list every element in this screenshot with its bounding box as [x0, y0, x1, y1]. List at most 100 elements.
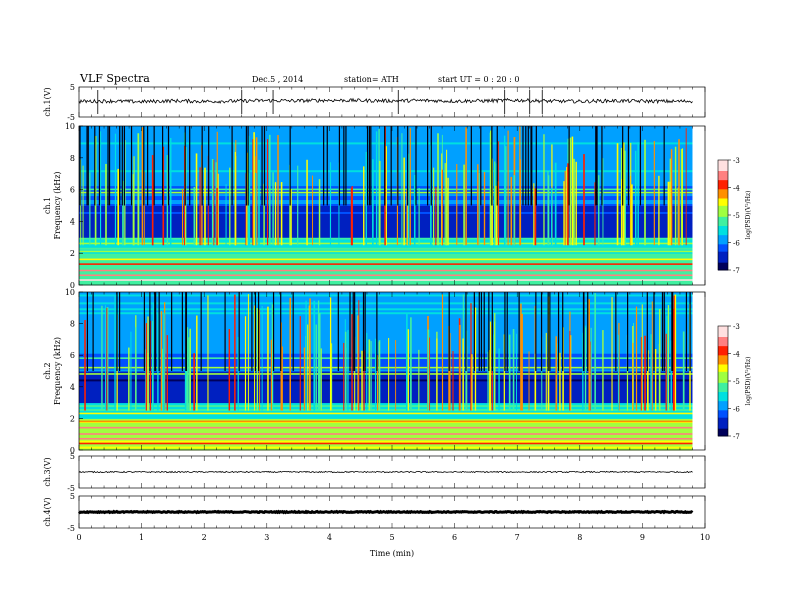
sferic: [358, 300, 360, 411]
spectrogram-row: [79, 341, 693, 344]
spectrogram-row: [79, 363, 693, 366]
heatmap-layer: [79, 126, 693, 451]
timeseries-layer: [77, 90, 694, 515]
sferic-dark: [527, 126, 529, 206]
spectrogram-row: [79, 305, 693, 309]
colorbar-tick-label: -7: [733, 267, 740, 275]
spectrogram-row: [79, 398, 693, 402]
spectrogram-row: [79, 371, 693, 374]
sferic-dark: [143, 292, 146, 371]
colorbar-cell: [718, 340, 728, 343]
sferic: [503, 135, 506, 246]
spectrogram-row: [79, 400, 693, 404]
sferic: [100, 131, 102, 246]
sferic-dark: [470, 126, 472, 206]
colorbar-cell: [718, 423, 728, 426]
sferic-dark: [116, 292, 118, 371]
colorbar-cell: [718, 196, 728, 199]
colorbar-cell: [718, 240, 728, 243]
sferic: [207, 295, 209, 411]
colorbar-cell: [718, 242, 728, 245]
sferic: [647, 350, 649, 411]
sferic-dark: [224, 292, 226, 371]
sferic: [82, 165, 84, 246]
sferic-dark: [337, 292, 339, 371]
sferic: [163, 312, 165, 411]
sferic: [271, 304, 274, 411]
colorbar-cell: [718, 349, 728, 353]
sferic: [407, 329, 409, 411]
spectrogram-row: [79, 374, 693, 378]
sferic: [166, 155, 168, 246]
frequency-axis-label: Frequency (kHz): [53, 171, 62, 239]
sferic-dark: [622, 126, 624, 206]
spectrogram-row: [79, 436, 693, 439]
sferic-dark: [689, 292, 691, 371]
sferic: [272, 172, 274, 246]
x-tick-label: 0: [76, 533, 81, 542]
sferic-dark: [478, 292, 480, 371]
sferic: [378, 128, 380, 246]
spectrogram-row: [79, 299, 693, 303]
colorbar-cell: [718, 233, 728, 236]
sferic: [543, 134, 545, 246]
colorbar-cell: [718, 415, 728, 419]
sferic: [658, 309, 661, 411]
colorbar-cell: [718, 187, 728, 190]
sferic: [635, 306, 638, 411]
spectrogram-row: [79, 347, 693, 350]
sferic: [665, 333, 667, 411]
sferic-dark: [79, 126, 81, 206]
sferic-dark: [430, 126, 432, 206]
sferic: [363, 166, 365, 246]
sferic-dark: [251, 292, 253, 371]
y-tick-label: 8: [70, 320, 75, 329]
sferic: [569, 331, 571, 411]
sferic: [281, 346, 283, 411]
colorbar-tick-label: -6: [733, 240, 740, 248]
y-tick-label: -5: [67, 113, 75, 122]
spectrogram-row: [79, 273, 693, 276]
colorbar-cell: [718, 392, 728, 395]
sferic-dark: [615, 292, 617, 371]
y-tick-label: 0: [70, 281, 75, 290]
frequency-axis-label: Frequency (kHz): [53, 337, 62, 405]
sferic: [280, 182, 283, 246]
sferic-dark: [480, 126, 482, 206]
colorbar-cell: [718, 216, 728, 220]
sferic-dark: [465, 292, 467, 371]
sferic: [463, 164, 465, 246]
colorbar-cell: [718, 401, 728, 404]
spectrogram-row: [79, 281, 693, 284]
spectrogram-row: [79, 303, 693, 307]
sferic-dark: [323, 126, 325, 206]
emission-line: [79, 263, 693, 265]
sferic-dark: [158, 292, 160, 371]
sferic: [368, 339, 371, 411]
sferic: [350, 187, 353, 246]
sferic: [80, 159, 82, 246]
sferic: [147, 316, 149, 411]
colorbar-cell: [718, 393, 728, 397]
sferic-dark: [171, 292, 173, 371]
sferic-dark: [535, 292, 537, 371]
sferic: [666, 315, 668, 411]
sferic: [520, 303, 522, 411]
sferic: [489, 349, 491, 411]
sferic: [274, 182, 277, 246]
colorbar-cell: [718, 189, 728, 192]
sferic: [385, 146, 387, 246]
sferic: [406, 313, 408, 411]
spectrogram-row: [79, 414, 693, 417]
sferic: [363, 350, 365, 411]
emission-line: [79, 269, 693, 272]
sferic: [590, 327, 592, 411]
spectrogram-row: [79, 396, 693, 400]
colorbar-cell: [718, 357, 728, 360]
sferic: [448, 333, 451, 411]
sferic: [143, 171, 145, 246]
y-tick-label: 5: [70, 83, 75, 92]
sferic: [189, 328, 191, 411]
sferic: [347, 330, 349, 411]
sferic: [114, 295, 116, 411]
